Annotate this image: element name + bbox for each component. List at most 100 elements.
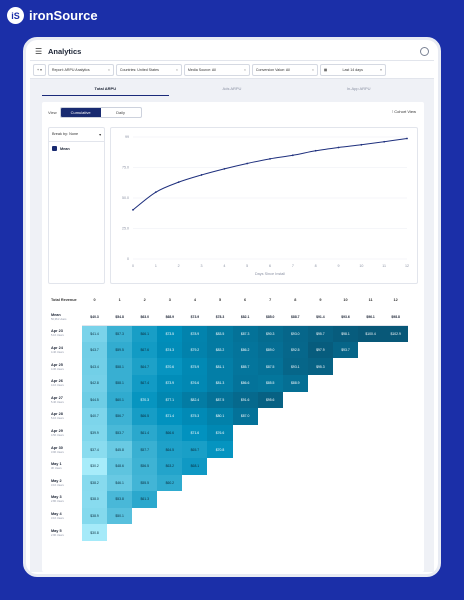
date-range-filter[interactable]: ▦ Last 14 days ▾ [319, 63, 386, 76]
row-header: Apr 25 4.3K Users [48, 358, 82, 375]
row-header: May 2 3.1K Users [48, 475, 82, 492]
cohort-cell: $70.8 [207, 441, 233, 458]
empty-cell [383, 491, 408, 508]
empty-cell [283, 441, 308, 458]
tab-ads-arpu[interactable]: Ads ARPU [222, 86, 242, 91]
menu-icon[interactable]: ☰ [35, 46, 43, 56]
empty-cell [182, 475, 207, 492]
tab-in-app-arpu[interactable]: In-App ARPU [346, 86, 371, 91]
chevron-down-icon: ▾ [99, 133, 101, 137]
data-point [132, 208, 134, 211]
cumulative-option[interactable]: Cumulative [60, 108, 101, 117]
clear-icon[interactable]: × [175, 67, 178, 72]
cohort-cell: $80.1 [207, 408, 233, 425]
empty-cell [258, 508, 283, 525]
table-row: May 2 3.1K Users $38.2 $46.1 $55.5 $60.2 [48, 474, 408, 492]
mean-cell: $78.3 [207, 308, 233, 326]
day-column-header: 10 [343, 298, 348, 303]
cohort-cell: $45.8 [107, 441, 133, 458]
empty-cell [258, 441, 283, 458]
cohort-cell: $55.5 [132, 474, 158, 492]
y-tick-label: 50.0 [122, 196, 129, 200]
filter-bar: + ▾ Report: ARPU Analytics × Countries: U… [30, 61, 434, 79]
empty-cell [358, 458, 383, 475]
cohort-icon: ⫶ [392, 109, 395, 114]
cohort-cell: $97.9 [307, 341, 333, 359]
empty-cell [182, 491, 207, 508]
empty-cell [358, 408, 383, 425]
daily-option[interactable]: Daily [116, 110, 126, 115]
clear-icon[interactable]: × [107, 67, 110, 72]
cohort-users: 3K Users [51, 467, 62, 471]
cohort-cell: $37.4 [82, 441, 108, 458]
cohort-cell: $70.3 [132, 391, 158, 409]
cohort-cell: $73.5 [157, 325, 183, 342]
cohort-cell: $89.0 [257, 341, 283, 359]
cohort-view-label: Cohort View [394, 109, 416, 114]
data-point [177, 181, 180, 184]
empty-cell [358, 358, 383, 375]
empty-cell [283, 458, 308, 475]
empty-cell [333, 375, 358, 392]
cohort-cell: $79.2 [182, 341, 208, 359]
cohort-cell: $56.5 [132, 457, 158, 475]
cohort-cell: $81.3 [207, 374, 233, 392]
cohort-users: 4.5K Users [51, 434, 64, 438]
report-filter[interactable]: Report: ARPU Analytics × [47, 63, 114, 76]
cohort-date: Apr 28 [51, 412, 63, 417]
table-row: May 3 2.8K Users $38.0 $53.8 $61.3 [48, 491, 408, 508]
table-row: May 5 2.9K Users $30.8 [48, 524, 408, 541]
cohort-view-button[interactable]: ⫶ Cohort View [392, 109, 416, 114]
data-point [246, 162, 249, 165]
cohort-cell: $87.5 [257, 358, 283, 375]
x-tick-label: 3 [201, 264, 203, 268]
cohort-cell: $66.5 [132, 408, 158, 425]
clear-icon[interactable]: × [311, 67, 314, 72]
empty-cell [333, 441, 358, 458]
empty-cell [283, 408, 308, 425]
media-source-filter[interactable]: Media Source: All × [183, 63, 250, 76]
cohort-cell: $38.2 [82, 474, 108, 492]
x-tick-label: 5 [246, 264, 248, 268]
country-filter[interactable]: Countries: United States × [115, 63, 182, 76]
break-by-select[interactable]: Break by: None ▾ [49, 128, 104, 142]
calendar-icon: ▦ [323, 67, 329, 72]
mean-cell: $68.9 [157, 308, 183, 326]
empty-cell [283, 475, 308, 492]
checkbox-icon[interactable] [52, 146, 57, 151]
conversion-value-filter[interactable]: Conversion Value: All × [251, 63, 318, 76]
empty-cell [383, 342, 408, 359]
empty-cell [383, 358, 408, 375]
view-toggle: Cumulative Daily [59, 107, 142, 118]
empty-cell [258, 524, 283, 541]
cohort-cell: $93.0 [282, 325, 308, 342]
empty-cell [308, 458, 333, 475]
empty-cell [283, 508, 308, 525]
empty-cell [258, 408, 283, 425]
empty-cell [383, 458, 408, 475]
empty-cell [333, 392, 358, 409]
row-header: Apr 29 4.5K Users [48, 425, 82, 442]
table-row: Apr 26 4.1K Users $42.8 $58.1 $67.4 $73.9 $76.… [48, 374, 408, 392]
cohort-cell: $67.6 [132, 341, 158, 359]
empty-cell [233, 491, 258, 508]
x-tick-label: 1 [155, 264, 157, 268]
tab-total-arpu[interactable]: Total ARPU [42, 86, 169, 96]
mean-series-toggle[interactable]: Mean [49, 142, 104, 155]
table-row: Apr 25 4.3K Users $43.4 $58.1 $64.7 $70.6 $75.… [48, 358, 408, 375]
cohort-users: 3.1K Users [51, 483, 64, 487]
cohort-cell: $53.8 [107, 491, 133, 508]
empty-cell [107, 524, 132, 541]
add-icon: + [37, 67, 40, 72]
clear-icon[interactable]: × [243, 67, 246, 72]
mean-cell: $96.1 [358, 308, 384, 326]
filter-label: Countries: United States [119, 67, 159, 72]
user-icon[interactable] [420, 46, 429, 56]
row-header: Apr 27 5.4K Users [48, 392, 82, 409]
row-header: May 4 3.1K Users [48, 508, 82, 525]
add-filter-button[interactable]: + ▾ [33, 63, 46, 76]
row-header: May 3 2.8K Users [48, 491, 82, 508]
cohort-cell: $64.7 [132, 358, 158, 375]
empty-cell [383, 524, 408, 541]
cohort-date: Apr 27 [51, 395, 63, 400]
